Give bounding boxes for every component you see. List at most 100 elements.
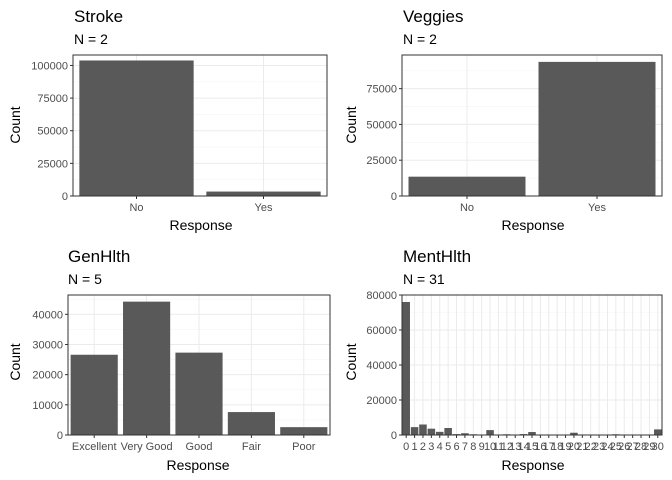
x-tick-label: 0 — [403, 441, 409, 453]
x-tick-label: No — [129, 202, 143, 214]
x-axis-title: Response — [501, 217, 564, 233]
y-tick-label: 0 — [57, 430, 63, 442]
x-tick-label: 20 — [568, 441, 580, 453]
panel-border — [72, 54, 328, 197]
bar — [528, 432, 536, 435]
panel-menthlth: MentHlth N = 31 Response Count 0 20000 400… — [343, 247, 664, 473]
x-tick-label: 1 — [412, 441, 418, 453]
x-tick-label: No — [460, 202, 474, 214]
x-tick-label: 9 — [479, 441, 485, 453]
y-axis-title: Count — [343, 343, 359, 380]
x-tick-label: 18 — [551, 441, 563, 453]
bar — [123, 301, 171, 435]
x-tick-label: 12 — [501, 441, 513, 453]
y-tick-label: 20000 — [32, 370, 63, 382]
panel-genhlth: GenHlth N = 5 Response Count 0 10000 20000… — [7, 247, 331, 473]
x-tick-label: 26 — [618, 441, 630, 453]
y-tick-label: 50000 — [37, 126, 68, 138]
bar — [419, 424, 427, 435]
y-tick-label: 80000 — [366, 290, 397, 302]
y-tick-label: 0 — [391, 430, 397, 442]
bar — [70, 354, 118, 435]
panel-subtitle: N = 5 — [68, 271, 102, 287]
panel-subtitle: N = 2 — [74, 31, 108, 47]
y-axis-title: Count — [7, 106, 23, 143]
x-tick-label: 25 — [610, 441, 622, 453]
x-axis-title: Response — [501, 457, 564, 473]
x-tick-label: 17 — [543, 441, 555, 453]
x-tick-label: Very Good — [121, 441, 173, 453]
panel-title: MentHlth — [403, 247, 471, 266]
x-tick-label: 11 — [493, 441, 504, 453]
panel-subtitle: N = 2 — [403, 31, 437, 47]
y-tick-label: 75000 — [37, 93, 68, 105]
bar — [227, 412, 275, 435]
panel-border — [401, 54, 663, 197]
bar — [435, 431, 444, 435]
y-tick-label: 40000 — [366, 360, 397, 372]
bar — [654, 429, 662, 435]
y-tick-label: 30000 — [32, 339, 63, 351]
x-tick-label: 29 — [643, 441, 655, 453]
y-tick-label: 0 — [391, 191, 397, 203]
x-tick-label: Yes — [255, 202, 273, 214]
x-tick-label: 6 — [453, 441, 459, 453]
y-tick-label: 75000 — [366, 84, 397, 96]
panel-title: Stroke — [74, 7, 123, 26]
x-tick-label: 7 — [462, 441, 468, 453]
x-tick-label: 14 — [517, 441, 529, 453]
bar — [444, 428, 452, 435]
bar — [408, 176, 526, 196]
x-tick-label: 15 — [526, 441, 538, 453]
y-axis-title: Count — [7, 343, 23, 380]
y-tick-label: 60000 — [366, 325, 397, 337]
x-tick-label: 27 — [627, 441, 639, 453]
x-tick-label: Poor — [292, 441, 316, 453]
x-tick-label: 5 — [445, 441, 451, 453]
bar — [486, 430, 494, 435]
x-tick-label: Excellent — [72, 441, 117, 453]
y-tick-label: 40000 — [32, 309, 63, 321]
panel-stroke: Stroke N = 2 Response Count 0 25000 50000 7… — [7, 7, 328, 233]
panel-title: GenHlth — [68, 247, 130, 266]
x-tick-label: 8 — [470, 441, 476, 453]
x-tick-label: 3 — [428, 441, 434, 453]
x-tick-label: 4 — [437, 441, 443, 453]
panel-title: Veggies — [403, 7, 464, 26]
bar — [175, 352, 223, 435]
x-tick-label: 30 — [652, 441, 664, 453]
bar — [427, 428, 436, 435]
x-tick-label: 16 — [534, 441, 546, 453]
bar — [206, 191, 321, 196]
y-tick-label: 50000 — [366, 119, 397, 131]
y-tick-label: 25000 — [37, 158, 68, 170]
x-axis-title: Response — [166, 457, 229, 473]
x-tick-label: 10 — [484, 441, 496, 453]
x-tick-label: Yes — [588, 202, 606, 214]
y-tick-label: 0 — [62, 191, 68, 203]
x-axis-title: Response — [169, 217, 232, 233]
x-tick-label: 22 — [585, 441, 597, 453]
bar — [79, 60, 194, 196]
x-tick-label: 13 — [509, 441, 521, 453]
y-axis-title: Count — [343, 106, 359, 143]
bar — [570, 432, 578, 435]
y-tick-label: 20000 — [366, 395, 397, 407]
bar — [280, 427, 328, 435]
x-tick-label: Fair — [242, 441, 261, 453]
x-tick-label: 2 — [420, 441, 426, 453]
x-tick-label: 19 — [559, 441, 571, 453]
panel-veggies: Veggies N = 2 Response Count 0 25000 50000… — [343, 7, 663, 233]
x-tick-label: 23 — [593, 441, 605, 453]
bar — [402, 302, 410, 435]
x-tick-label: 24 — [601, 441, 613, 453]
bar — [461, 433, 469, 435]
x-tick-label: Good — [186, 441, 213, 453]
panel-subtitle: N = 31 — [403, 271, 445, 287]
x-tick-label: 21 — [576, 441, 588, 453]
y-tick-label: 100000 — [31, 60, 68, 72]
bar — [538, 61, 656, 197]
y-tick-label: 10000 — [32, 400, 63, 412]
bar — [410, 427, 419, 435]
